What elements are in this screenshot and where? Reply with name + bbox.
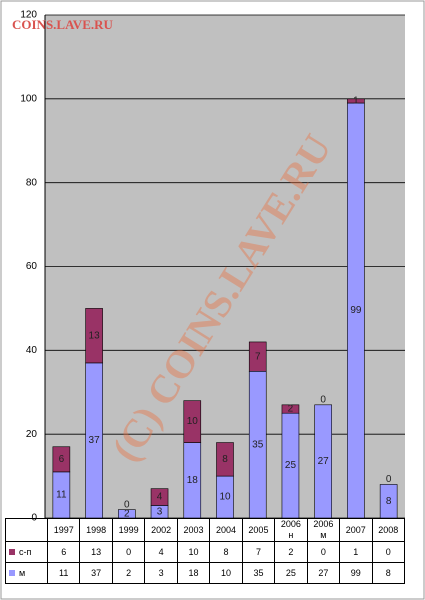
data-label: 18 bbox=[187, 475, 199, 486]
bar-segment bbox=[52, 446, 71, 473]
legend-swatch bbox=[9, 570, 15, 577]
legend-swatch bbox=[9, 549, 15, 556]
watermark: COINS.LAVE.RU bbox=[12, 17, 114, 32]
data-label: 25 bbox=[285, 460, 297, 471]
y-tick-label: 80 bbox=[26, 177, 38, 188]
table-value: 8 bbox=[371, 562, 406, 584]
x-tick-label: 1997 bbox=[46, 518, 81, 542]
table-value: 7 bbox=[241, 541, 276, 563]
x-tick-label: 2002 bbox=[144, 518, 178, 542]
data-label: 37 bbox=[89, 435, 101, 446]
data-label: 2 bbox=[288, 404, 294, 415]
data-label: 3 bbox=[157, 506, 163, 517]
y-tick-label: 60 bbox=[26, 261, 38, 272]
table-value: 6 bbox=[46, 541, 81, 563]
table-value: 99 bbox=[339, 562, 373, 584]
bar-segment bbox=[183, 400, 202, 443]
bar-segment bbox=[216, 442, 234, 477]
table-value: 27 bbox=[306, 562, 341, 584]
x-tick-label: 2005 bbox=[241, 518, 276, 542]
data-label: 13 bbox=[89, 330, 101, 341]
data-label: 6 bbox=[59, 454, 65, 465]
x-tick-label: 2008 bbox=[371, 518, 406, 542]
x-tick-label: 2004 bbox=[209, 518, 243, 542]
legend-label: м bbox=[19, 567, 26, 578]
data-label: 1 bbox=[353, 96, 359, 107]
x-tick-label: 1998 bbox=[79, 518, 113, 542]
table-value: 2 bbox=[274, 541, 308, 563]
corner-cell bbox=[5, 518, 48, 542]
legend-entry: с-п bbox=[5, 541, 48, 563]
data-label: 4 bbox=[157, 492, 163, 503]
x-tick-label: 2006 м bbox=[306, 518, 341, 542]
table-value: 0 bbox=[371, 541, 406, 563]
data-label: 8 bbox=[386, 496, 392, 507]
bar-segment bbox=[248, 341, 267, 372]
x-tick-label: 1999 bbox=[111, 518, 146, 542]
table-value: 25 bbox=[274, 562, 308, 584]
bar-segment bbox=[150, 488, 169, 506]
bar-segment bbox=[85, 308, 103, 364]
table-value: 18 bbox=[176, 562, 211, 584]
y-tick-label: 40 bbox=[26, 345, 38, 356]
x-tick-label: 2003 bbox=[176, 518, 211, 542]
table-value: 35 bbox=[241, 562, 276, 584]
data-label: 0 bbox=[320, 394, 326, 405]
table-value: 0 bbox=[306, 541, 341, 563]
data-label: 0 bbox=[124, 499, 130, 510]
x-tick-label: 2007 bbox=[339, 518, 373, 542]
table-value: 10 bbox=[176, 541, 211, 563]
table-value: 11 bbox=[46, 562, 81, 584]
data-label: 7 bbox=[255, 351, 261, 362]
legend-label: с-п bbox=[19, 546, 32, 557]
data-label: 8 bbox=[222, 454, 228, 465]
data-label: 27 bbox=[318, 456, 330, 467]
data-label: 0 bbox=[386, 474, 392, 485]
y-tick-label: 100 bbox=[20, 93, 37, 104]
table-value: 2 bbox=[111, 562, 146, 584]
table-value: 13 bbox=[79, 541, 113, 563]
data-label: 10 bbox=[219, 492, 231, 503]
table-value: 37 bbox=[79, 562, 113, 584]
bar-segment bbox=[281, 404, 300, 414]
table-value: 0 bbox=[111, 541, 146, 563]
table-value: 3 bbox=[144, 562, 178, 584]
data-label: 10 bbox=[187, 416, 199, 427]
y-tick-label: 20 bbox=[26, 429, 38, 440]
bar-segment bbox=[347, 98, 365, 104]
table-value: 1 bbox=[339, 541, 373, 563]
y-tick-label: 120 bbox=[20, 10, 37, 21]
data-label: 2 bbox=[124, 508, 130, 519]
x-tick-label: 2006 н bbox=[274, 518, 308, 542]
table-value: 8 bbox=[209, 541, 243, 563]
data-label: 35 bbox=[252, 439, 264, 450]
table-value: 10 bbox=[209, 562, 243, 584]
data-label: 11 bbox=[56, 490, 67, 501]
table-value: 4 bbox=[144, 541, 178, 563]
data-table: 1997 1998 1999 2002 2003 2004 2005 2006 н 2006 м… bbox=[5, 518, 406, 584]
legend-entry: м bbox=[5, 562, 48, 584]
data-label: 99 bbox=[350, 305, 362, 316]
